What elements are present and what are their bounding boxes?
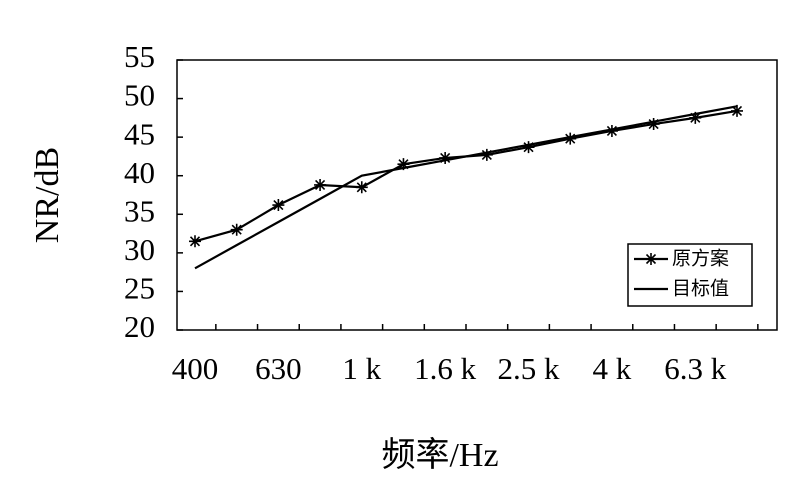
marker bbox=[645, 253, 657, 265]
y-tick-label: 50 bbox=[124, 78, 155, 113]
plot-frame bbox=[176, 59, 778, 331]
marker bbox=[647, 118, 660, 131]
legend-label: 目标值 bbox=[672, 278, 729, 300]
marker bbox=[189, 235, 201, 248]
y-tick-label: 40 bbox=[124, 155, 155, 190]
legend-box bbox=[627, 243, 753, 307]
y-tick-label: 35 bbox=[124, 193, 155, 228]
x-tick-label: 2.5 k bbox=[498, 351, 561, 386]
marker bbox=[480, 148, 493, 161]
marker bbox=[272, 199, 285, 212]
marker bbox=[522, 141, 535, 154]
x-tick-label: 400 bbox=[172, 351, 219, 386]
x-axis-title: 频率/Hz bbox=[381, 436, 498, 474]
y-tick-label: 55 bbox=[124, 39, 155, 74]
y-tick-label: 30 bbox=[124, 232, 155, 267]
y-tick-label: 25 bbox=[124, 271, 155, 306]
marker bbox=[564, 132, 577, 145]
marker bbox=[314, 178, 327, 191]
y-tick-label: 20 bbox=[124, 309, 155, 344]
x-tick-label: 1.6 k bbox=[414, 351, 477, 386]
x-tick-label: 1 k bbox=[342, 351, 381, 386]
series-line bbox=[194, 109, 738, 243]
legend-label: 原方案 bbox=[672, 248, 729, 270]
marker bbox=[689, 111, 702, 124]
x-tick-label: 630 bbox=[255, 351, 302, 386]
marker bbox=[439, 151, 452, 164]
y-axis-title: NR/dB bbox=[29, 147, 66, 243]
marker bbox=[605, 124, 618, 137]
y-tick-label: 45 bbox=[124, 116, 155, 151]
series-line bbox=[194, 105, 738, 270]
x-tick-label: 6.3 k bbox=[664, 351, 727, 386]
marker bbox=[355, 181, 368, 194]
x-tick-label: 4 k bbox=[593, 351, 632, 386]
marker bbox=[230, 223, 243, 236]
marker bbox=[397, 158, 410, 171]
marker bbox=[731, 104, 743, 117]
